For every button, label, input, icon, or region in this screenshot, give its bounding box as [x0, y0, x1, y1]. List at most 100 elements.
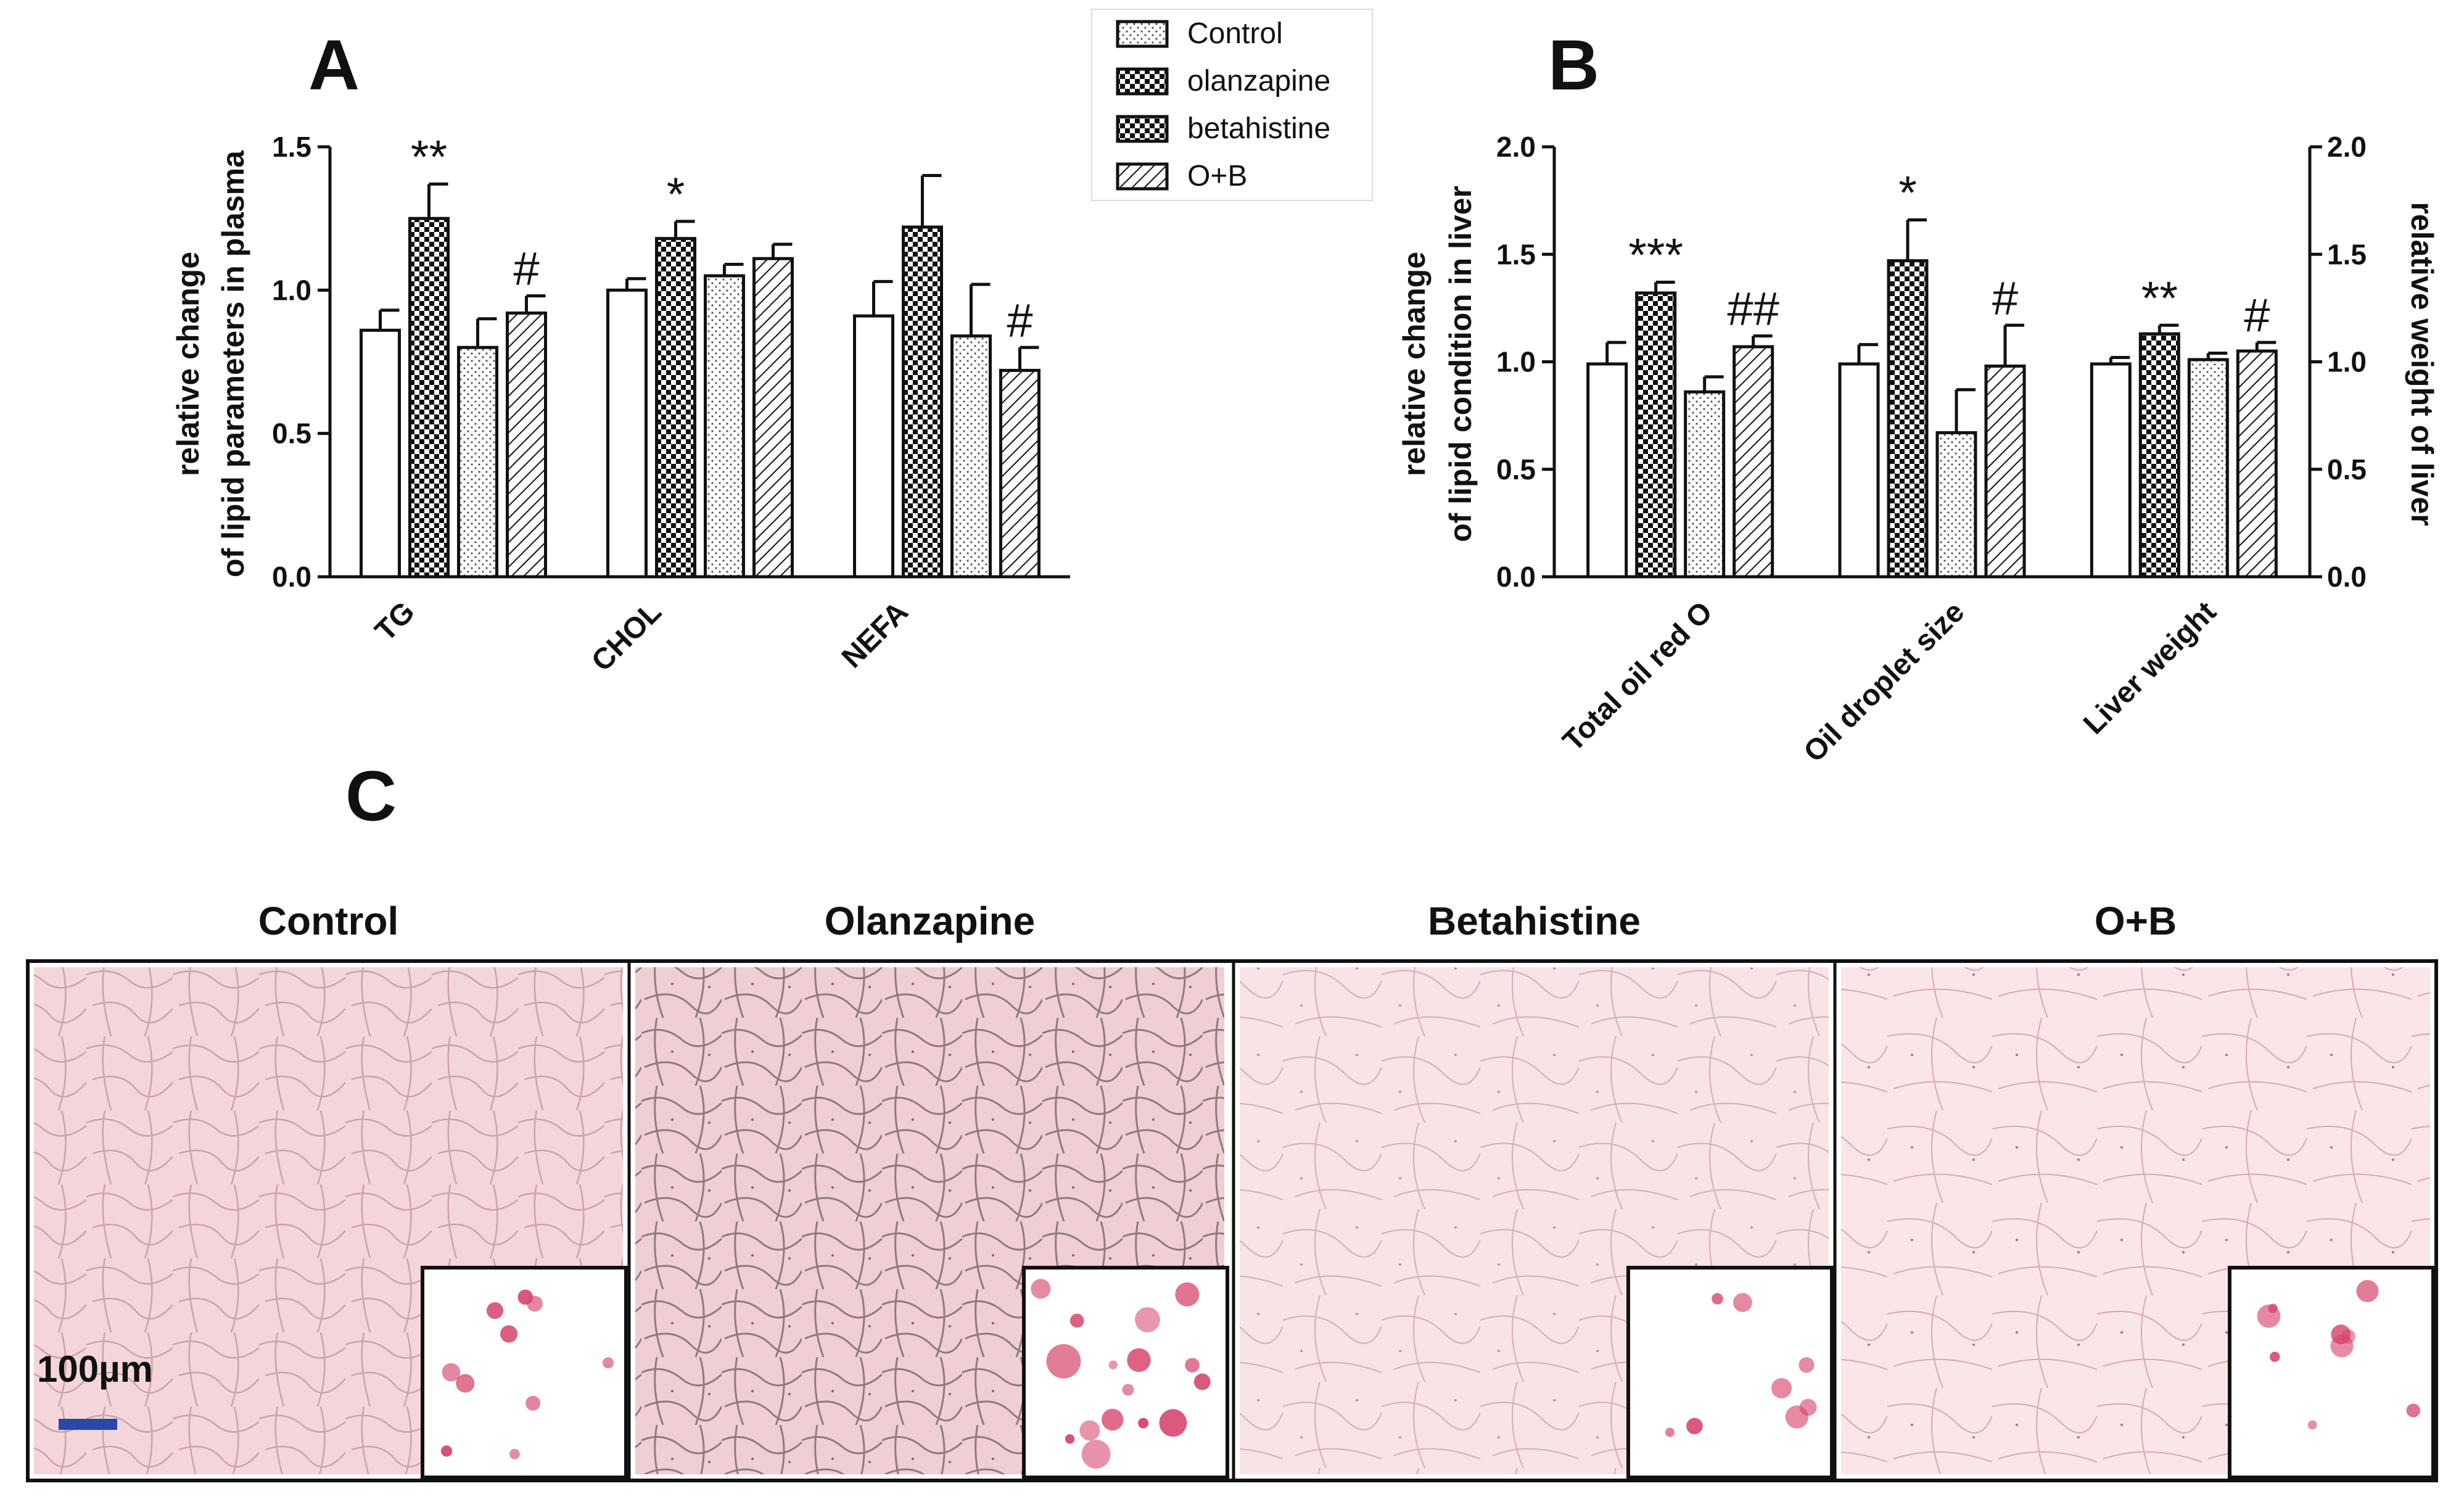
lipid-droplet	[2307, 1420, 2317, 1430]
lipid-droplet	[602, 1357, 614, 1369]
legend-frame	[1091, 9, 1373, 201]
legend-swatch-betahistine	[1116, 115, 1169, 143]
lipid-droplet	[1665, 1427, 1675, 1437]
bar	[1838, 362, 1880, 579]
y-tick-label: 0.0	[1496, 561, 1536, 593]
micrograph-title: Betahistine	[1428, 899, 1641, 943]
y-tick-label: 1.5	[1496, 238, 1536, 270]
lipid-droplet	[1185, 1358, 1200, 1373]
lipid-droplet	[1081, 1439, 1111, 1469]
significance-mark: #	[513, 243, 539, 295]
lipid-droplet	[1135, 1307, 1160, 1332]
bar	[752, 257, 794, 579]
scale-bar-label: 100µm	[37, 1348, 153, 1390]
inset-zoom	[2228, 1266, 2435, 1479]
lipid-droplet	[1799, 1357, 1815, 1373]
bar	[2138, 332, 2180, 579]
y-tick-label-right: 1.0	[2327, 346, 2367, 378]
micrograph-panel: Control Olanzapine Betahistine O+B 100µm	[26, 899, 2438, 1482]
chart-a-ylabel-line1: relative change	[171, 252, 205, 476]
lipid-droplet	[442, 1363, 461, 1382]
lipid-droplet	[2257, 1304, 2281, 1328]
lipid-droplet	[1046, 1344, 1081, 1379]
x-tick-label: CHOL	[585, 595, 668, 678]
significance-mark: #	[1992, 272, 2018, 324]
y-tick-label-right: 0.5	[2327, 453, 2367, 485]
bar	[360, 328, 401, 579]
bar	[408, 217, 450, 579]
lipid-droplet	[1712, 1293, 1723, 1305]
bar	[2187, 358, 2229, 579]
lipid-droplet	[1122, 1384, 1134, 1396]
lipid-droplet	[1108, 1360, 1118, 1369]
lipid-droplet	[1069, 1313, 1084, 1328]
legend: Control olanzapine betahistine O+B	[1091, 9, 1373, 201]
chart-b: relative change of lipid condition in li…	[1397, 131, 2439, 769]
significance-mark: #	[1007, 294, 1032, 347]
y-tick-label: 0.5	[272, 418, 311, 450]
chart-a-ylabel-line2: of lipid parameters in plasma	[216, 150, 250, 577]
x-tick-label: NEFA	[836, 595, 915, 674]
x-tick-label: Liver weight	[2077, 595, 2223, 741]
bar	[2090, 362, 2132, 579]
y-tick-label: 1.0	[1496, 346, 1536, 378]
inset-zoom	[1626, 1266, 1834, 1479]
chart-b-ylabel-line1: relative change	[1397, 252, 1432, 476]
lipid-droplet	[1031, 1279, 1051, 1299]
significance-mark: *	[1898, 167, 1917, 219]
lipid-droplet	[500, 1325, 518, 1343]
significance-mark: ##	[1727, 283, 1779, 336]
legend-label-olanzapine: olanzapine	[1187, 65, 1330, 97]
bar	[902, 225, 943, 579]
y-tick-label-right: 0.0	[2327, 561, 2367, 593]
y-tick-label: 0.0	[272, 561, 311, 593]
legend-label-control: Control	[1187, 17, 1283, 50]
y-tick-label: 2.0	[1496, 131, 1536, 163]
legend-swatch-ob	[1116, 162, 1169, 191]
y-tick-label-right: 2.0	[2327, 131, 2367, 163]
significance-mark: #	[2244, 289, 2270, 342]
lipid-droplet	[1065, 1434, 1075, 1444]
bar	[1635, 291, 1677, 579]
y-tick-label: 1.5	[272, 131, 311, 163]
bar	[1984, 364, 2026, 579]
bar	[704, 274, 745, 579]
legend-label-betahistine: betahistine	[1187, 112, 1330, 145]
lipid-droplet	[1785, 1405, 1808, 1429]
lipid-droplet	[1686, 1418, 1703, 1435]
micrograph-title: O+B	[2095, 899, 2177, 943]
significance-mark: ***	[1628, 229, 1683, 282]
x-tick-label: Total oil red O	[1557, 595, 1719, 758]
panel-label-c: C	[345, 757, 397, 836]
lipid-droplet	[1138, 1418, 1149, 1429]
scale-bar	[59, 1419, 117, 1430]
lipid-droplet	[1733, 1293, 1752, 1312]
bar	[1733, 345, 1774, 579]
lipid-droplet	[2269, 1352, 2280, 1362]
lipid-droplet	[1127, 1348, 1151, 1373]
chart-b-ylabel-line2: of lipid condition in liver	[1443, 186, 1478, 542]
y-tick-label: 1.0	[272, 274, 311, 306]
lipid-droplet	[2356, 1279, 2379, 1302]
lipid-droplet	[2341, 1329, 2355, 1344]
micrograph-title: Olanzapine	[825, 899, 1035, 943]
bar	[1684, 390, 1726, 579]
lipid-droplet	[486, 1302, 504, 1319]
legend-swatch-olanzapine	[1116, 67, 1169, 96]
chart-a: relative change of lipid parameters in p…	[171, 131, 1070, 678]
lipid-droplet	[1079, 1420, 1100, 1441]
x-tick-label: TG	[369, 595, 421, 648]
panel-label-a: A	[308, 26, 360, 105]
bar	[1586, 362, 1628, 579]
lipid-droplet	[440, 1445, 453, 1457]
lipid-droplet	[2406, 1403, 2420, 1418]
significance-mark: *	[667, 168, 685, 221]
panel-label-b: B	[1548, 26, 1599, 105]
significance-mark: **	[2141, 272, 2178, 324]
bar	[853, 314, 894, 579]
lipid-droplet	[525, 1395, 541, 1411]
lipid-droplet	[1102, 1408, 1124, 1431]
lipid-droplet	[509, 1448, 520, 1460]
lipid-droplet	[517, 1289, 534, 1305]
